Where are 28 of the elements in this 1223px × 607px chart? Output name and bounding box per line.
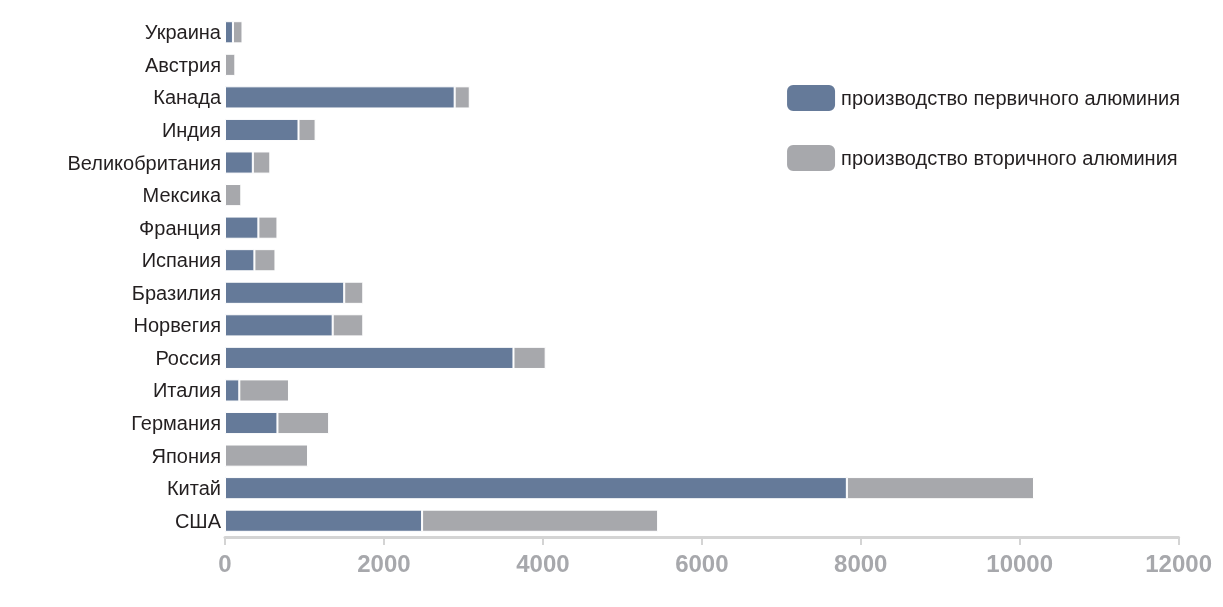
x-tick-label: 8000 [834,549,888,577]
y-tick-label: Украина [144,21,222,44]
y-tick-label: Норвегия [133,314,221,337]
y-tick-label: Франция [139,216,221,239]
y-tick-label: Россия [155,346,221,369]
legend-label: производство вторичного алюминия [841,147,1178,169]
y-tick-label: Япония [151,444,221,467]
y-tick-label: Индия [161,118,221,141]
y-tick-label: Великобритания [67,151,221,174]
y-tick-label: Австрия [144,53,221,76]
legend-label: производство первичного алюминия [841,87,1181,109]
bar [225,53,236,76]
x-tick-label: 6000 [675,549,729,577]
bar [225,444,309,467]
x-tick-label: 12000 [1145,549,1213,577]
y-tick-label: США [174,509,222,532]
bar [225,184,242,207]
y-tick-label: Германия [131,412,221,435]
y-tick-label: Китай [166,477,221,500]
y-tick-label: Бразилия [131,281,221,304]
y-tick-label: Италия [152,379,221,402]
x-tick-label: 10000 [986,549,1054,577]
y-tick-label: Испания [141,249,221,272]
x-tick-label: 2000 [357,549,411,577]
y-tick-label: Канада [153,86,222,109]
y-tick-label: Мексика [142,184,222,207]
x-tick-label: 0 [218,549,232,577]
x-tick-label: 4000 [516,549,570,577]
